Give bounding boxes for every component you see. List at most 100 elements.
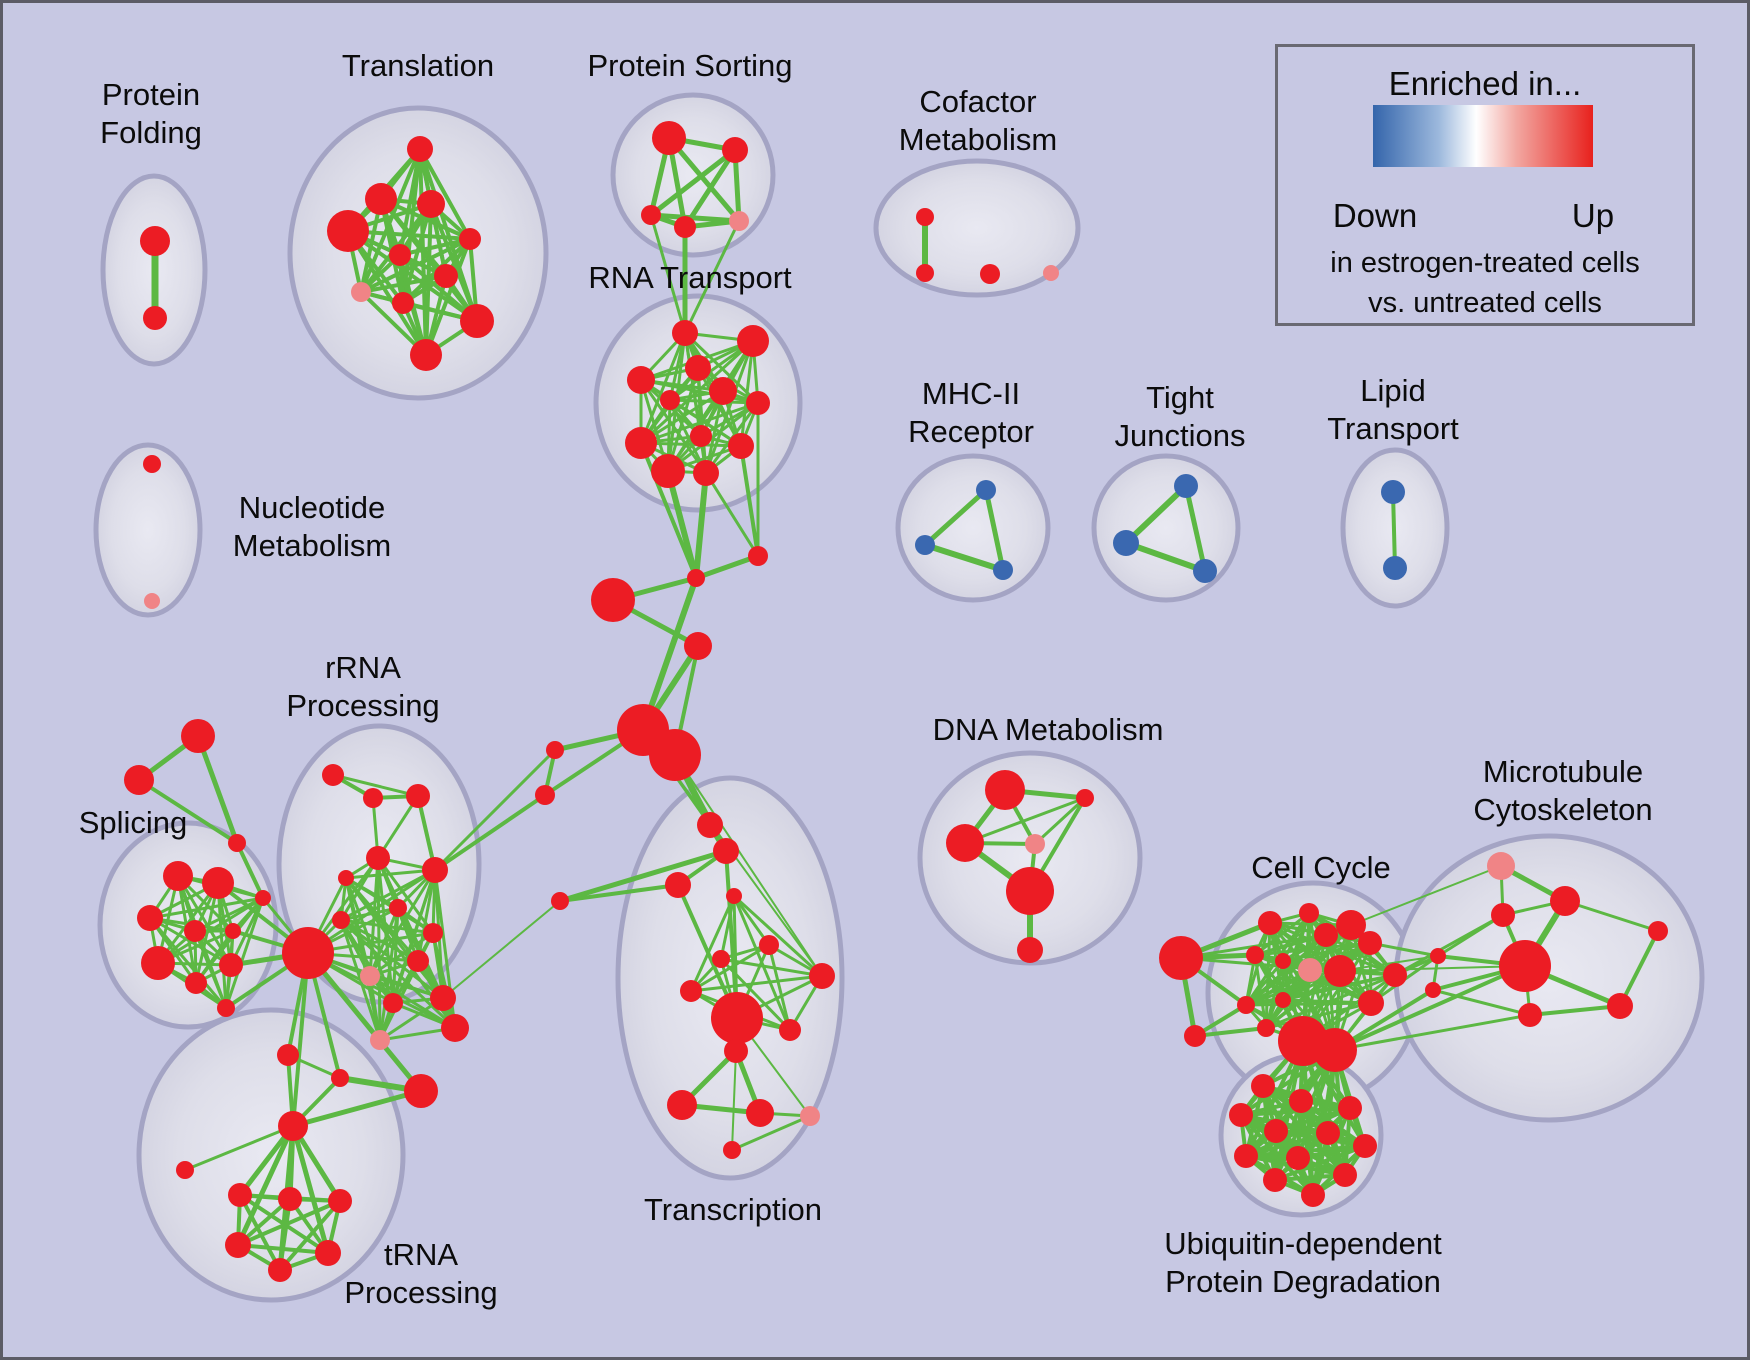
- gene-set-node-up-rt10[interactable]: [728, 433, 754, 459]
- gene-set-node-up-h2[interactable]: [591, 578, 635, 622]
- gene-set-node-up-cc15[interactable]: [1358, 990, 1384, 1016]
- gene-set-node-up-cc4[interactable]: [1336, 910, 1366, 940]
- gene-set-node-up-br1[interactable]: [1430, 948, 1446, 964]
- gene-set-node-slight-up-cc8[interactable]: [1298, 958, 1322, 982]
- gene-set-node-up-rt9[interactable]: [625, 427, 657, 459]
- gene-set-node-up-t2[interactable]: [365, 183, 397, 215]
- gene-set-node-up-r3[interactable]: [406, 784, 430, 808]
- gene-set-node-up-s4[interactable]: [674, 216, 696, 238]
- gene-set-node-up-s3[interactable]: [641, 205, 661, 225]
- gene-set-node-slight-up-n2[interactable]: [144, 593, 160, 609]
- gene-set-node-up-sp2[interactable]: [202, 867, 234, 899]
- gene-set-node-up-cc12[interactable]: [1257, 1019, 1275, 1037]
- gene-set-node-up-rt11[interactable]: [651, 454, 685, 488]
- gene-set-node-up-sp4[interactable]: [184, 920, 206, 942]
- gene-set-node-up-rt8[interactable]: [690, 425, 712, 447]
- gene-set-node-up-tx9[interactable]: [712, 950, 730, 968]
- gene-set-node-up-sp3[interactable]: [137, 905, 163, 931]
- gene-set-node-up-r14[interactable]: [430, 985, 456, 1011]
- gene-set-node-up-rt4[interactable]: [627, 366, 655, 394]
- gene-set-node-down-j3[interactable]: [1193, 559, 1217, 583]
- gene-set-node-up-dm2[interactable]: [946, 824, 984, 862]
- gene-set-node-slight-up-tx15[interactable]: [800, 1106, 820, 1126]
- gene-set-node-up-tx7[interactable]: [809, 963, 835, 989]
- gene-set-node-up-d2[interactable]: [331, 1069, 349, 1087]
- gene-set-node-up-mt2[interactable]: [1550, 886, 1580, 916]
- gene-set-node-up-u1[interactable]: [228, 1183, 252, 1207]
- gene-set-node-up-cc9[interactable]: [1324, 955, 1356, 987]
- gene-set-node-up-sp5[interactable]: [225, 923, 241, 939]
- gene-set-node-down-j1[interactable]: [1174, 474, 1198, 498]
- gene-set-node-up-t6[interactable]: [389, 244, 411, 266]
- gene-set-node-up-ub6[interactable]: [1316, 1121, 1340, 1145]
- gene-set-node-up-sp6[interactable]: [141, 946, 175, 980]
- gene-set-node-up-tx12[interactable]: [724, 1039, 748, 1063]
- gene-set-node-up-cc14[interactable]: [1313, 1028, 1357, 1072]
- gene-set-node-up-g2[interactable]: [124, 765, 154, 795]
- gene-set-node-up-sp9[interactable]: [255, 890, 271, 906]
- gene-set-node-up-tx8[interactable]: [680, 980, 702, 1002]
- gene-set-node-up-t4[interactable]: [327, 210, 369, 252]
- gene-set-node-up-ch1[interactable]: [546, 741, 564, 759]
- gene-set-node-up-r4[interactable]: [338, 870, 354, 886]
- gene-set-node-up-tx11[interactable]: [779, 1019, 801, 1041]
- gene-set-node-up-ub3[interactable]: [1338, 1096, 1362, 1120]
- gene-set-node-up-t5[interactable]: [459, 228, 481, 250]
- gene-set-node-up-g1[interactable]: [181, 719, 215, 753]
- gene-set-node-up-g3[interactable]: [228, 834, 246, 852]
- gene-set-node-up-ch2[interactable]: [535, 785, 555, 805]
- gene-set-node-up-r13[interactable]: [383, 993, 403, 1013]
- gene-set-node-up-r9[interactable]: [422, 857, 448, 883]
- gene-set-node-up-dm1[interactable]: [985, 770, 1025, 810]
- gene-set-node-up-cc11[interactable]: [1275, 992, 1291, 1008]
- gene-set-node-up-n1[interactable]: [143, 455, 161, 473]
- gene-set-node-up-h1[interactable]: [687, 569, 705, 587]
- gene-set-node-up-cc1[interactable]: [1258, 911, 1282, 935]
- gene-set-node-up-tx10[interactable]: [711, 992, 763, 1044]
- gene-set-node-up-ub5[interactable]: [1264, 1119, 1288, 1143]
- gene-set-node-slight-up-dm3[interactable]: [1025, 834, 1045, 854]
- gene-set-node-up-tx1[interactable]: [697, 812, 723, 838]
- gene-set-node-up-tx13[interactable]: [667, 1090, 697, 1120]
- gene-set-node-up-sp7[interactable]: [185, 972, 207, 994]
- gene-set-node-up-cc6[interactable]: [1246, 946, 1264, 964]
- gene-set-node-up-tx3[interactable]: [665, 872, 691, 898]
- gene-set-node-up-r11[interactable]: [423, 923, 443, 943]
- gene-set-node-up-r12[interactable]: [407, 950, 429, 972]
- gene-set-node-up-cc7[interactable]: [1275, 953, 1291, 969]
- gene-set-node-up-t11[interactable]: [410, 339, 442, 371]
- gene-set-node-up-ub7[interactable]: [1353, 1134, 1377, 1158]
- gene-set-node-up-u3[interactable]: [328, 1189, 352, 1213]
- gene-set-node-up-dm4[interactable]: [1076, 789, 1094, 807]
- gene-set-node-up-u2[interactable]: [278, 1187, 302, 1211]
- gene-set-node-up-ub2[interactable]: [1289, 1089, 1313, 1113]
- gene-set-node-up-r5[interactable]: [366, 846, 390, 870]
- gene-set-node-slight-up-r15[interactable]: [370, 1030, 390, 1050]
- gene-set-node-down-m2[interactable]: [915, 535, 935, 555]
- gene-set-node-up-ub9[interactable]: [1286, 1146, 1310, 1170]
- gene-set-node-up-ub4[interactable]: [1229, 1103, 1253, 1127]
- gene-set-node-up-tx2[interactable]: [713, 838, 739, 864]
- gene-set-node-up-ub10[interactable]: [1263, 1168, 1287, 1192]
- gene-set-node-up-rt2[interactable]: [737, 325, 769, 357]
- gene-set-node-up-rt1[interactable]: [672, 320, 698, 346]
- gene-set-node-up-tx4[interactable]: [726, 888, 742, 904]
- gene-set-node-up-sp1[interactable]: [163, 861, 193, 891]
- gene-set-node-up-h5[interactable]: [649, 729, 701, 781]
- gene-set-node-up-d4[interactable]: [278, 1111, 308, 1141]
- gene-set-node-up-ub8[interactable]: [1234, 1144, 1258, 1168]
- gene-set-node-up-cc10[interactable]: [1237, 996, 1255, 1014]
- gene-set-node-up-tx5[interactable]: [551, 892, 569, 910]
- gene-set-node-up-ub11[interactable]: [1333, 1163, 1357, 1187]
- gene-set-node-up-t3[interactable]: [417, 190, 445, 218]
- gene-set-node-up-pf2[interactable]: [143, 306, 167, 330]
- gene-set-node-up-h0[interactable]: [748, 546, 768, 566]
- gene-set-node-up-tx6[interactable]: [759, 935, 779, 955]
- gene-set-node-up-rt3[interactable]: [685, 355, 711, 381]
- gene-set-node-up-c1[interactable]: [916, 208, 934, 226]
- gene-set-node-up-d1[interactable]: [277, 1044, 299, 1066]
- gene-set-node-down-l2[interactable]: [1383, 556, 1407, 580]
- gene-set-node-up-t1[interactable]: [407, 136, 433, 162]
- gene-set-node-up-u0[interactable]: [176, 1161, 194, 1179]
- gene-set-node-down-l1[interactable]: [1381, 480, 1405, 504]
